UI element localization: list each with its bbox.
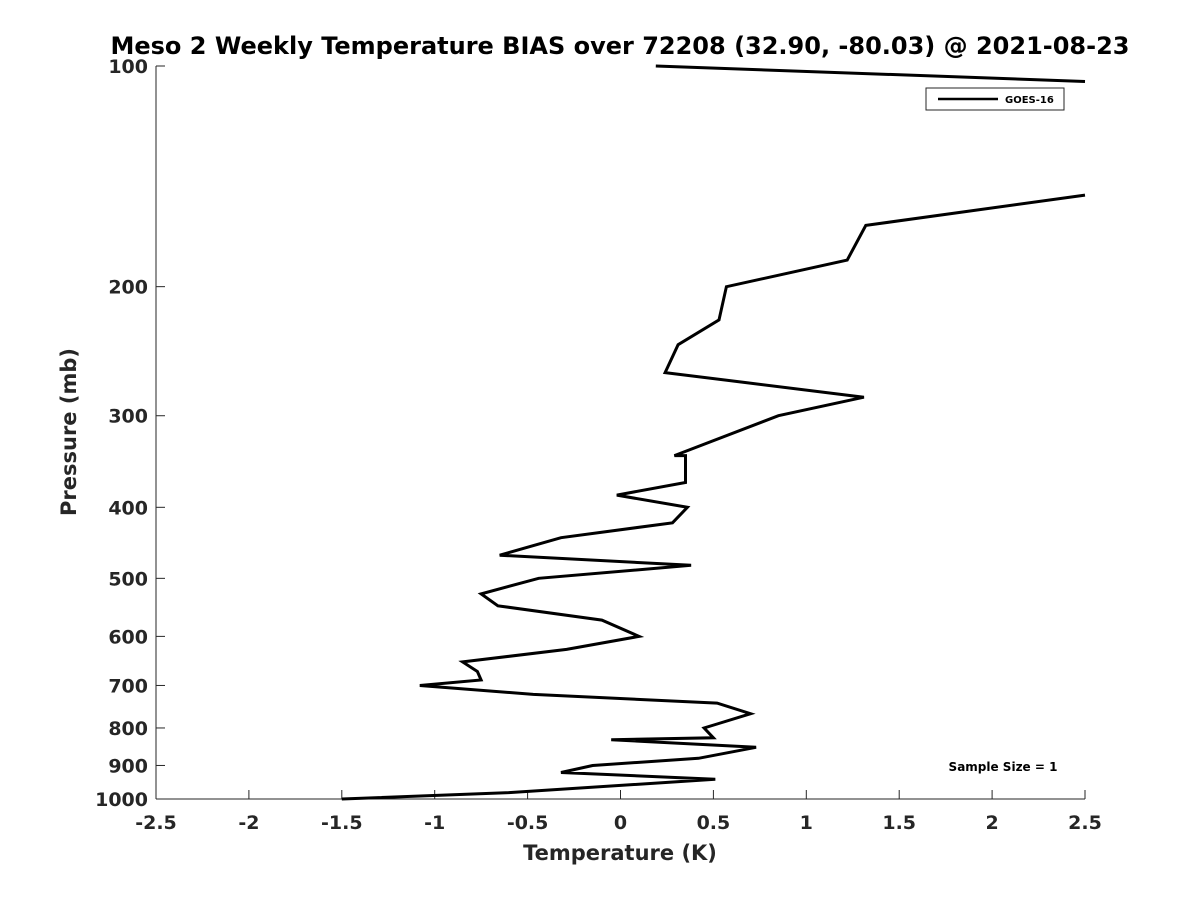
- y-tick-label: 600: [108, 626, 148, 648]
- x-tick-label: 2: [985, 812, 998, 834]
- plot-area: [341, 64, 1086, 801]
- y-ticks: 100 200 300 400 500 600 700 800 900 1000: [95, 56, 165, 811]
- x-tick-label: 1.5: [882, 812, 916, 834]
- x-tick-label: 0: [614, 812, 627, 834]
- y-tick-label: 800: [108, 718, 148, 740]
- series-line-goes-16: [341, 193, 1086, 801]
- x-tick-label: -0.5: [507, 812, 549, 834]
- axes: [155, 66, 1085, 800]
- chart-title: Meso 2 Weekly Temperature BIAS over 7220…: [110, 32, 1129, 60]
- y-tick-label: 200: [108, 277, 148, 299]
- y-tick-label: 500: [108, 568, 148, 590]
- x-axis-label: Temperature (K): [523, 841, 717, 865]
- x-tick-label: 0.5: [697, 812, 731, 834]
- y-tick-label: 100: [108, 56, 148, 78]
- legend: GOES-16: [925, 87, 1065, 111]
- x-tick-label: 2.5: [1068, 812, 1102, 834]
- x-tick-label: 1: [800, 812, 813, 834]
- legend-label-goes-16: GOES-16: [1005, 95, 1054, 106]
- series-line-goes-16: [655, 64, 1086, 83]
- y-tick-label: 1000: [95, 789, 148, 811]
- y-tick-label: 900: [108, 755, 148, 777]
- x-tick-label: -2: [238, 812, 259, 834]
- y-tick-label: 300: [108, 406, 148, 428]
- x-ticks: -2.5 -2 -1.5 -1 -0.5 0 0.5 1 1.5 2 2.5: [135, 790, 1102, 834]
- x-tick-label: -1: [424, 812, 445, 834]
- x-tick-label: -1.5: [321, 812, 363, 834]
- y-tick-label: 400: [108, 497, 148, 519]
- y-tick-label: 700: [108, 675, 148, 697]
- x-tick-label: -2.5: [135, 812, 177, 834]
- sample-size-annotation: Sample Size = 1: [949, 760, 1058, 774]
- y-axis-label: Pressure (mb): [57, 348, 81, 516]
